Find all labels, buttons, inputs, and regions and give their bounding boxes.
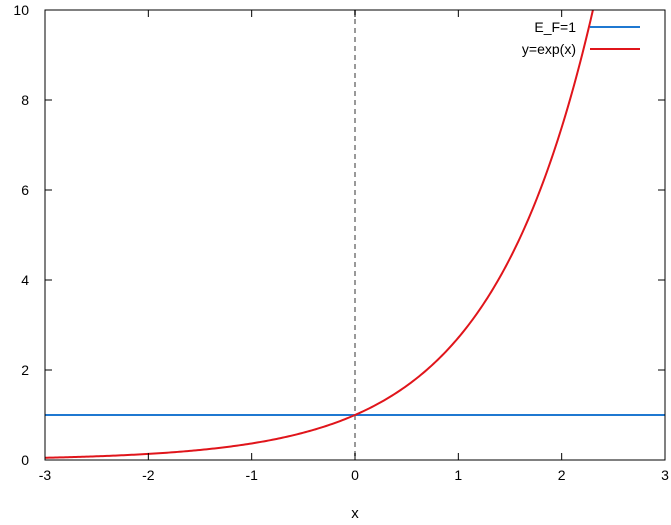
legend-label-1: E_F=1	[534, 19, 576, 35]
y-tick-label: 0	[21, 452, 29, 468]
x-axis-label: x	[351, 505, 359, 522]
x-tick-label: -2	[142, 467, 155, 483]
legend-label-2: y=exp(x)	[522, 41, 576, 57]
y-tick-label: 4	[21, 272, 29, 288]
x-tick-label: 0	[351, 467, 359, 483]
y-tick-label: 2	[21, 362, 29, 378]
plot-frame	[44, 9, 666, 461]
x-tick-label: -1	[245, 467, 258, 483]
x-tick-label: 2	[558, 467, 566, 483]
y-tick-label: 6	[21, 182, 29, 198]
x-tick-label: 3	[661, 467, 669, 483]
y-tick-label: 10	[13, 2, 29, 18]
x-tick-label: -3	[39, 467, 52, 483]
y-tick-label: 8	[21, 92, 29, 108]
x-tick-label: 1	[454, 467, 462, 483]
